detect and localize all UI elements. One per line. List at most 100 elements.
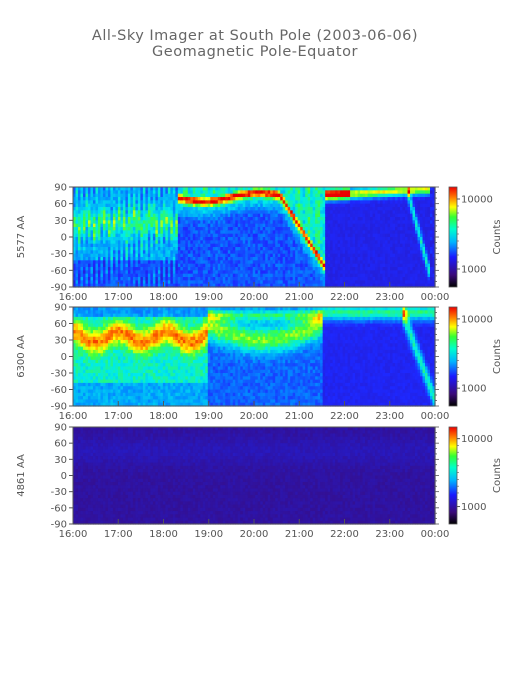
heatmap-cell <box>277 233 281 238</box>
heatmap-cell <box>110 230 114 235</box>
heatmap-cell <box>130 207 134 211</box>
heatmap-cell <box>237 220 241 225</box>
heatmap-cell <box>262 233 266 238</box>
heatmap-cell <box>330 230 334 235</box>
heatmap-cell <box>152 203 156 208</box>
heatmap-cell <box>130 243 134 248</box>
heatmap-cell <box>85 253 89 258</box>
heatmap-cell <box>150 200 154 205</box>
heatmap-cell <box>102 223 107 228</box>
heatmap-cell <box>110 260 114 265</box>
heatmap-cell <box>252 230 256 235</box>
heatmap-cell <box>207 187 211 191</box>
heatmap-cell <box>260 190 264 195</box>
heatmap-cell <box>142 240 146 245</box>
heatmap-cell <box>142 283 146 288</box>
heatmap-cell <box>367 200 371 205</box>
heatmap-cell <box>355 240 359 245</box>
heatmap-cell <box>202 280 206 285</box>
heatmap-cell <box>372 230 376 235</box>
heatmap-cell <box>297 210 301 215</box>
heatmap-cell <box>310 187 314 191</box>
heatmap-cell <box>355 283 359 288</box>
heatmap-cell <box>357 217 361 221</box>
heatmap-cell <box>297 270 301 275</box>
heatmap-cell <box>340 283 344 288</box>
heatmap-cell <box>73 220 77 225</box>
heatmap-cell <box>230 243 234 248</box>
heatmap-cell <box>192 253 196 258</box>
heatmap-cell <box>190 280 194 285</box>
heatmap-cell <box>175 197 179 201</box>
heatmap-cell <box>105 200 109 205</box>
heatmap-cell <box>267 227 271 231</box>
heatmap-cell <box>365 210 369 215</box>
heatmap-cell <box>215 240 219 245</box>
heatmap-cell <box>222 220 226 225</box>
heatmap-cell <box>202 250 206 255</box>
heatmap-cell <box>235 213 239 218</box>
heatmap-cell <box>350 233 354 238</box>
heatmap-cell <box>73 270 77 275</box>
heatmap-cell <box>120 213 124 218</box>
heatmap-cell <box>172 193 176 198</box>
heatmap-cell <box>120 190 124 195</box>
heatmap-cell <box>327 197 331 201</box>
heatmap-cell <box>200 190 204 195</box>
heatmap-cell <box>167 283 171 288</box>
heatmap-cell <box>350 190 354 195</box>
heatmap-cell <box>220 197 224 201</box>
heatmap-cell <box>195 220 199 225</box>
heatmap-cell <box>202 240 206 245</box>
heatmap-cell <box>225 210 229 215</box>
heatmap-cell <box>290 243 294 248</box>
heatmap-cell <box>137 227 142 231</box>
heatmap-cell <box>97 237 102 241</box>
heatmap-cell <box>332 237 336 241</box>
heatmap-cell <box>352 213 356 218</box>
heatmap-cell <box>170 240 174 245</box>
heatmap-cell <box>127 217 132 221</box>
heatmap-cell <box>90 250 94 255</box>
heatmap-cell <box>352 217 356 221</box>
heatmap-cell <box>192 213 196 218</box>
heatmap-cell <box>182 227 186 231</box>
heatmap-cell <box>92 243 97 248</box>
heatmap-cell <box>217 250 221 255</box>
heatmap-cell <box>137 267 142 271</box>
heatmap-cell <box>140 273 144 278</box>
heatmap-cell <box>305 207 309 211</box>
heatmap-cell <box>277 260 281 265</box>
heatmap-cell <box>247 227 251 231</box>
heatmap-cell <box>357 280 361 285</box>
heatmap-cell <box>195 213 199 218</box>
heatmap-cell <box>80 197 84 201</box>
heatmap-cell <box>117 190 122 195</box>
heatmap-cell <box>165 263 169 268</box>
heatmap-cell <box>360 190 364 195</box>
heatmap-cell <box>267 200 271 205</box>
heatmap-cell <box>95 200 99 205</box>
heatmap-cell <box>355 230 359 235</box>
heatmap-cell <box>230 237 234 241</box>
heatmap-cell <box>242 223 246 228</box>
heatmap-cell <box>227 210 231 215</box>
heatmap-cell <box>197 240 201 245</box>
heatmap-cell <box>180 253 184 258</box>
heatmap-cell <box>115 260 119 265</box>
heatmap-cell <box>252 233 256 238</box>
heatmap-cell <box>352 207 356 211</box>
heatmap-cell <box>322 187 326 191</box>
heatmap-cell <box>90 197 94 201</box>
heatmap-cell <box>347 280 351 285</box>
heatmap-cell <box>230 230 234 235</box>
heatmap-cell <box>272 207 276 211</box>
heatmap-cell <box>107 260 112 265</box>
heatmap-cell <box>197 280 201 285</box>
heatmap-cell <box>182 280 186 285</box>
heatmap-cell <box>350 263 354 268</box>
heatmap-cell <box>197 227 201 231</box>
heatmap-cell <box>73 217 77 221</box>
heatmap-cell <box>347 270 351 275</box>
heatmap-cell <box>210 197 214 201</box>
